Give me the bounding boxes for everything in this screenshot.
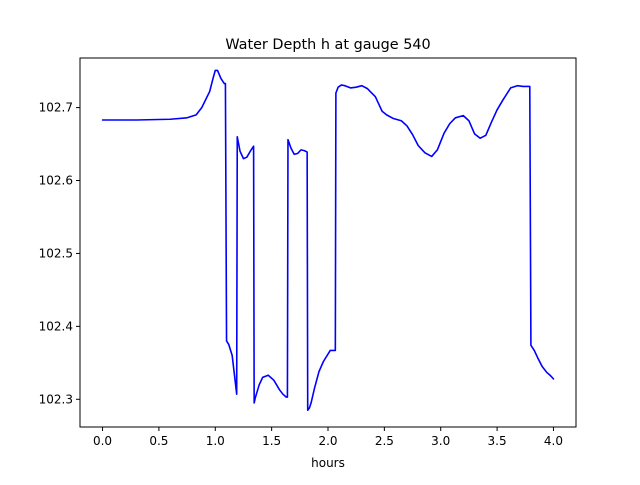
series-line-1 — [101, 69, 555, 412]
y-tick-label: 102.7 — [39, 101, 73, 115]
y-tick-label: 102.6 — [39, 174, 73, 188]
x-tick-label: 1.0 — [206, 434, 225, 448]
x-axis: 0.0 0.5 1.0 1.5 2.0 2.5 3.0 3.5 4.0 — [93, 427, 563, 448]
plot-area — [101, 69, 555, 412]
x-tick-label: 2.5 — [375, 434, 394, 448]
y-tick-label: 102.5 — [39, 246, 73, 260]
axes-frame — [79, 57, 577, 428]
y-tick-label: 102.3 — [39, 392, 73, 406]
x-tick-label: 2.0 — [318, 434, 337, 448]
x-tick-label: 4.0 — [544, 434, 563, 448]
chart-title: Water Depth h at gauge 540 — [225, 37, 430, 53]
x-tick-label: 0.0 — [93, 434, 112, 448]
x-axis-title: hours — [311, 456, 345, 470]
y-axis: 102.3 102.4 102.5 102.6 102.7 — [39, 101, 80, 406]
y-tick-label: 102.4 — [39, 319, 73, 333]
x-tick-label: 3.0 — [431, 434, 450, 448]
x-tick-label: 0.5 — [149, 434, 168, 448]
x-tick-label: 1.5 — [262, 434, 281, 448]
x-tick-label: 3.5 — [488, 434, 507, 448]
